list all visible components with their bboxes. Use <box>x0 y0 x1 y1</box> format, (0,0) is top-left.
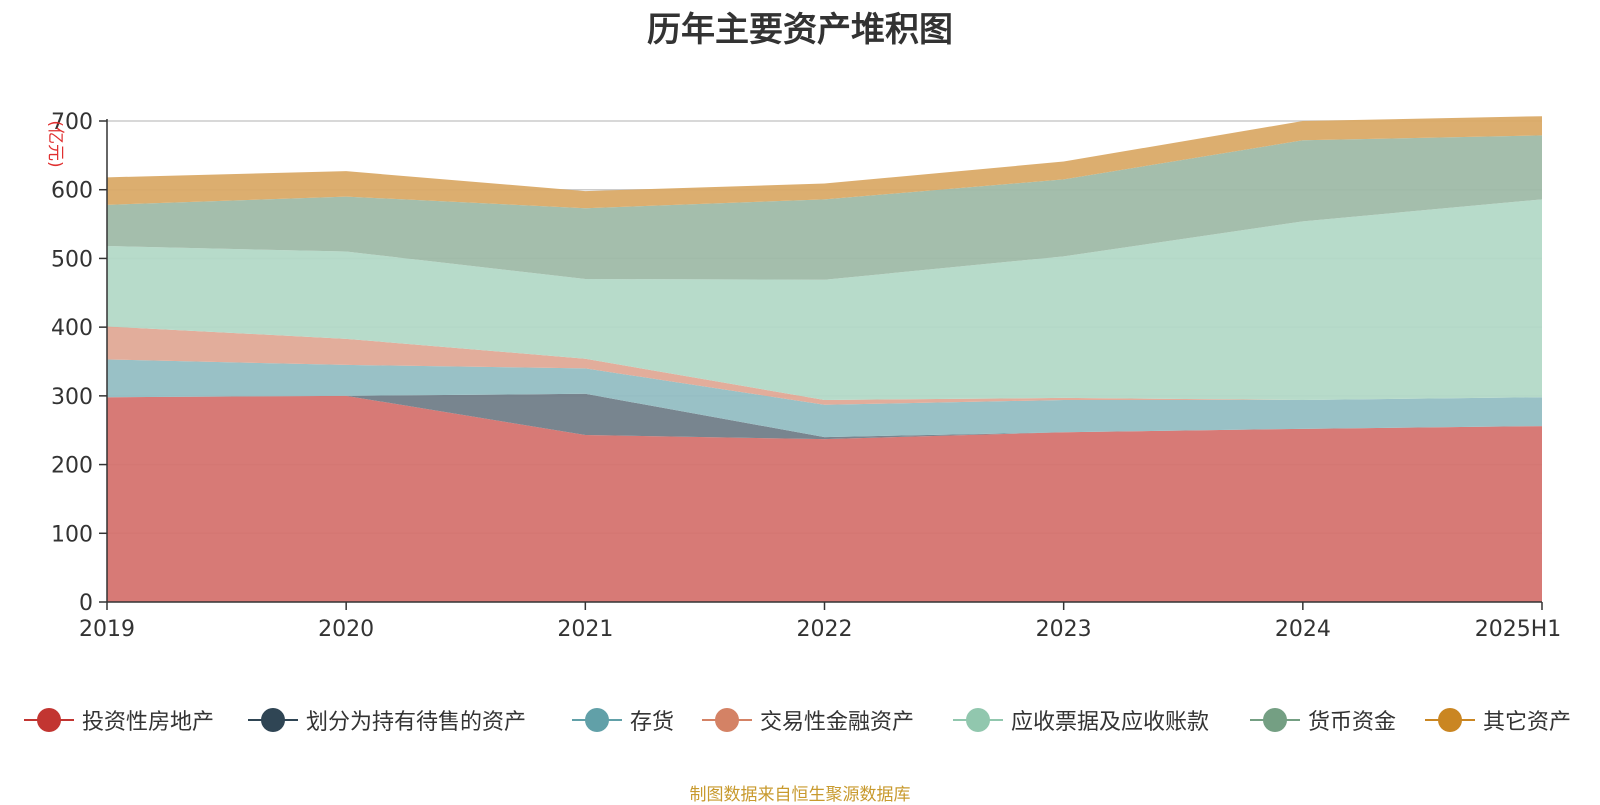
legend-item-5[interactable]: 应收票据及应收账款 <box>953 704 1209 736</box>
chart-title: 历年主要资产堆积图 <box>647 10 953 50</box>
x-tick-label-2020: 2020 <box>318 617 374 642</box>
y-tick-label-600: 600 <box>51 179 93 204</box>
area-series-6 <box>107 135 1542 280</box>
legend-label: 应收票据及应收账款 <box>1011 710 1210 735</box>
legend-item-6[interactable]: 货币资金 <box>1250 704 1396 736</box>
legend-marker-icon <box>1250 704 1300 736</box>
x-tick-label-2021: 2021 <box>557 617 613 642</box>
y-tick-label-700: 700 <box>51 110 93 135</box>
y-tick-label-500: 500 <box>51 247 93 272</box>
axes: 0 100 200 300 400 500 600 700 2019 2020 2021 2022 20… <box>51 110 1561 642</box>
area-series-3 <box>107 359 1542 438</box>
legend-label: 货币资金 <box>1308 710 1397 735</box>
legend-label: 其它资产 <box>1483 710 1572 735</box>
y-tick-label-0: 0 <box>79 591 93 616</box>
area-series <box>107 116 1542 602</box>
area-series-7 <box>107 116 1542 209</box>
legend-marker-icon <box>1425 704 1475 736</box>
legend-marker-icon <box>702 704 752 736</box>
legend-label: 投资性房地产 <box>82 710 215 735</box>
x-tick-label-2025H1: 2025H1 <box>1475 617 1562 642</box>
legend-marker-icon <box>572 704 622 736</box>
x-tick-label-2019: 2019 <box>79 617 135 642</box>
x-tick-label-2023: 2023 <box>1036 617 1092 642</box>
area-series-4 <box>107 326 1542 405</box>
area-series-5 <box>107 199 1542 400</box>
legend-marker-icon <box>953 704 1003 736</box>
legend-label: 存货 <box>630 710 675 735</box>
legend-item-2[interactable]: 划分为持有待售的资产 <box>248 704 526 736</box>
area-series-1 <box>107 395 1542 602</box>
legend-item-3[interactable]: 存货 <box>572 704 674 736</box>
source-note: 制图数据来自恒生聚源数据库 <box>689 785 911 805</box>
legend-marker-icon <box>24 704 74 736</box>
y-tick-label-300: 300 <box>51 385 93 410</box>
legend-label: 交易性金融资产 <box>760 710 915 735</box>
y-axis-unit-label: (亿元) <box>45 120 65 167</box>
y-tick-label-100: 100 <box>51 522 93 547</box>
legend-item-7[interactable]: 其它资产 <box>1425 704 1571 736</box>
y-tick-label-400: 400 <box>51 316 93 341</box>
area-series-2 <box>107 393 1542 440</box>
legend-label: 划分为持有待售的资产 <box>306 710 527 735</box>
x-tick-label-2024: 2024 <box>1275 617 1331 642</box>
legend: 投资性房地产 划分为持有待售的资产 存货 交易性金融资产 应收票据及应收账款 货币资金 其它… <box>0 704 1600 736</box>
y-tick-label-200: 200 <box>51 454 93 479</box>
legend-marker-icon <box>248 704 298 736</box>
legend-item-1[interactable]: 投资性房地产 <box>24 704 214 736</box>
legend-item-4[interactable]: 交易性金融资产 <box>702 704 914 736</box>
x-tick-label-2022: 2022 <box>797 617 853 642</box>
